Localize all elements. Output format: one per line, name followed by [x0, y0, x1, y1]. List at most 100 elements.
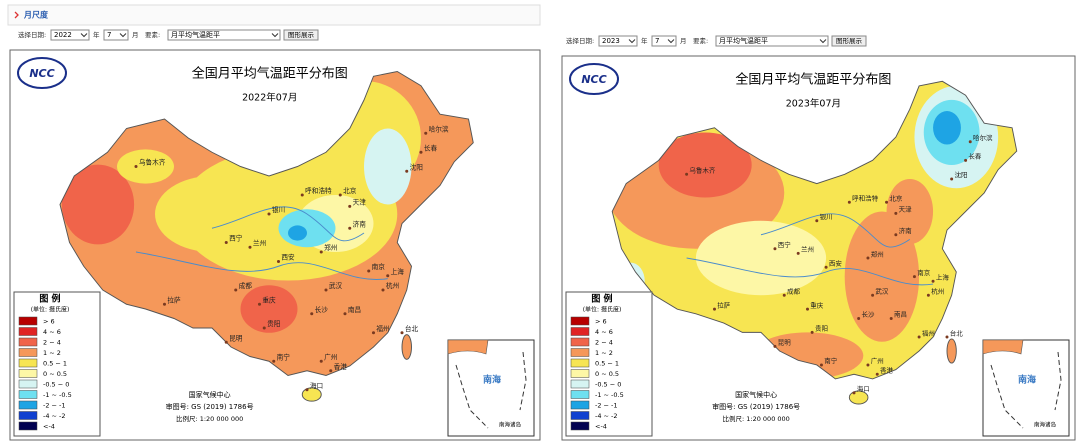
header-title: 月尺度 — [23, 10, 49, 20]
legend-label: 0.5 ~ 1 — [595, 360, 619, 368]
city-dot — [310, 312, 314, 316]
city-label: 西宁 — [229, 234, 243, 243]
city-dot — [866, 363, 870, 367]
city-label: 乌鲁木齐 — [689, 166, 716, 175]
city-label: 台北 — [405, 324, 419, 333]
city-dot — [889, 316, 893, 320]
show-button[interactable] — [283, 29, 319, 41]
city-label: 济南 — [899, 226, 913, 235]
city-label: 南京 — [372, 262, 386, 271]
city-label: 兰州 — [801, 245, 814, 254]
city-label: 贵阳 — [815, 324, 828, 333]
city-dot — [912, 275, 916, 279]
legend-label: -0.5 ~ 0 — [43, 381, 69, 389]
month-select-value: 7 — [107, 31, 111, 39]
city-dot — [424, 131, 428, 135]
city-label: 上海 — [391, 267, 405, 276]
city-label: 沈阳 — [954, 170, 967, 179]
city-label: 哈尔滨 — [429, 124, 449, 133]
city-dot — [329, 369, 333, 373]
year-select-value: 2023 — [602, 37, 620, 45]
legend-swatch — [570, 379, 590, 389]
city-label: 天津 — [899, 206, 913, 214]
city-label: 长春 — [968, 152, 982, 161]
legend-label: > 6 — [43, 318, 55, 326]
city-label: 拉萨 — [717, 300, 731, 309]
year-select[interactable] — [598, 35, 638, 47]
city-label: 郑州 — [871, 250, 884, 258]
city-label: 长沙 — [315, 305, 329, 314]
city-label: 南昌 — [348, 305, 361, 314]
city-dot — [405, 169, 409, 173]
city-dot — [866, 256, 870, 260]
month-select[interactable] — [103, 29, 129, 41]
river — [135, 251, 388, 280]
city-dot — [162, 302, 167, 306]
city-dot — [319, 250, 323, 254]
anomaly-area — [288, 225, 307, 241]
show-button[interactable] — [831, 35, 867, 47]
year-select-arrow — [80, 33, 88, 38]
legend-label: 1 ~ 2 — [43, 349, 61, 357]
city-label: 成都 — [787, 286, 801, 295]
date-label: 选择日期: — [18, 30, 46, 39]
anomaly-area — [364, 128, 412, 205]
logo-text: NCC — [29, 67, 54, 80]
city-label: 天津 — [353, 199, 367, 207]
city-dot — [224, 340, 228, 344]
inset-coast — [982, 339, 1024, 355]
city-dot — [968, 140, 972, 144]
legend-swatch — [570, 348, 590, 357]
country-border — [611, 80, 1018, 380]
country-border — [59, 70, 474, 377]
legend-label: 1 ~ 2 — [595, 349, 613, 357]
inset-label: 南海诸岛 — [1034, 421, 1057, 429]
city-label: 杭州 — [931, 286, 944, 295]
inset-title: 南海 — [483, 374, 501, 386]
city-dot — [773, 344, 777, 348]
element-label: 要素: — [145, 30, 160, 39]
city-label: 重庆 — [810, 300, 824, 309]
city-dot — [224, 240, 228, 245]
month-select-arrow — [119, 33, 127, 38]
header-bar — [7, 4, 541, 26]
scale: 比例尺: 1:20 000 000 — [723, 414, 790, 423]
legend-swatch — [18, 327, 38, 336]
month-select-value: 7 — [655, 37, 659, 45]
month-select-arrow — [667, 39, 675, 44]
month-unit: 月 — [680, 37, 687, 45]
legend-label: 2 ~ 4 — [595, 339, 613, 347]
legend-swatch — [18, 411, 38, 420]
city-label: 呼和浩特 — [852, 193, 879, 202]
logo — [569, 63, 619, 95]
element-select-arrow — [819, 39, 827, 44]
city-dot — [824, 265, 828, 269]
element-select[interactable] — [715, 35, 829, 47]
legend-label: > 6 — [595, 318, 607, 326]
month-select[interactable] — [651, 35, 677, 47]
year-select-value: 2022 — [54, 31, 72, 39]
city-dot — [926, 293, 930, 297]
legend-swatch — [570, 421, 590, 431]
inset-box — [982, 339, 1070, 437]
element-select-value: 月平均气温距平 — [171, 30, 220, 39]
anomaly-area — [117, 149, 174, 184]
logo — [17, 57, 67, 89]
city-label: 济南 — [353, 219, 367, 228]
legend-label: <-4 — [43, 423, 55, 431]
city-label: 台北 — [950, 328, 964, 337]
city-label: 南宁 — [277, 352, 291, 361]
year-select[interactable] — [50, 29, 90, 41]
city-dot — [815, 219, 819, 223]
city-dot — [871, 293, 875, 297]
city-dot — [806, 307, 809, 311]
city-label: 长沙 — [861, 310, 875, 319]
taiwan — [401, 334, 412, 360]
anomaly-area — [278, 209, 336, 248]
legend-swatch — [18, 358, 38, 368]
city-dot — [400, 331, 404, 335]
city-dot — [685, 172, 689, 176]
element-select[interactable] — [167, 29, 281, 41]
